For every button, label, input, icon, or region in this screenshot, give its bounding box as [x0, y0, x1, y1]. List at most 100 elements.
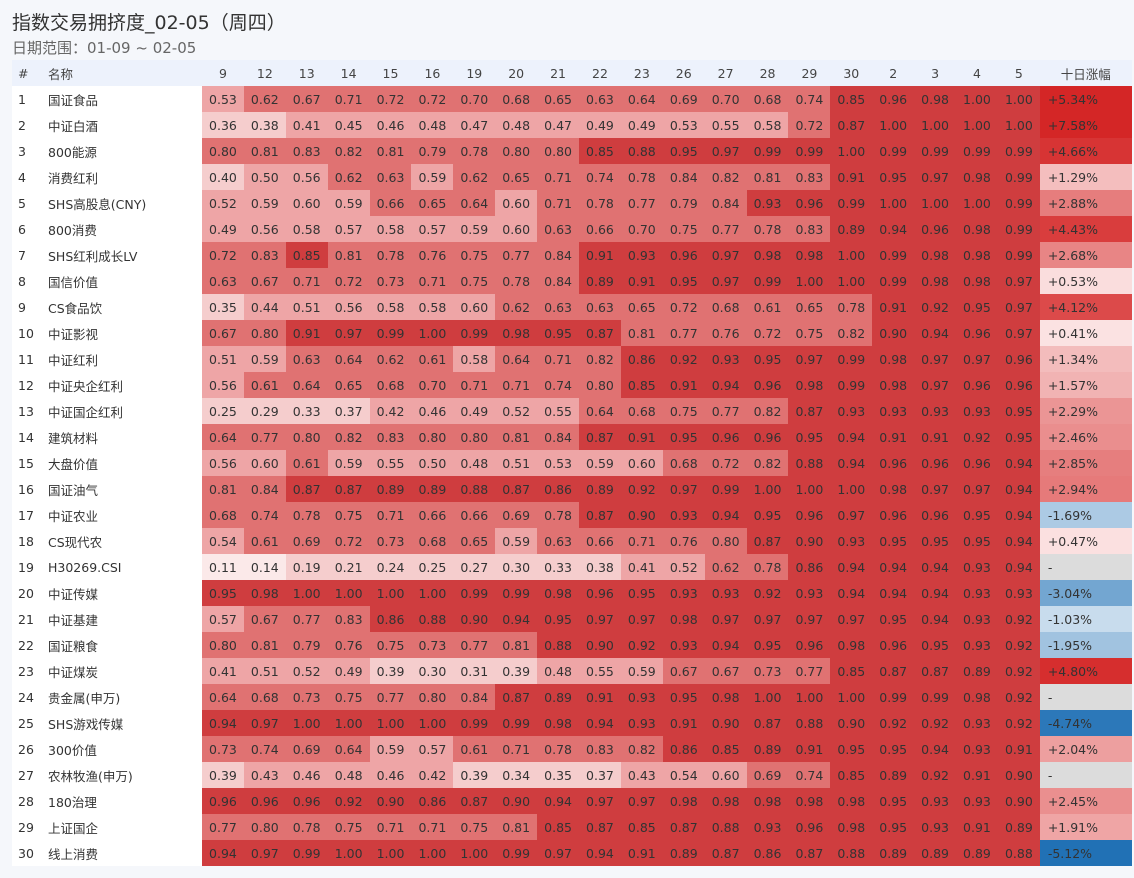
heatmap-cell: 0.48 — [537, 658, 580, 684]
heatmap-cell: 0.44 — [243, 294, 286, 320]
heatmap-cell: 0.57 — [411, 736, 454, 762]
heatmap-cell: 0.97 — [579, 788, 621, 814]
heatmap-cell: 1.00 — [369, 840, 412, 866]
heatmap-cell: 0.84 — [662, 164, 705, 190]
heatmap-cell: 0.97 — [243, 840, 286, 866]
heatmap-cell: 0.62 — [243, 86, 286, 112]
heatmap-cell: 0.95 — [662, 268, 705, 294]
heatmap-cell: 0.96 — [662, 242, 705, 268]
heatmap-cell: 0.99 — [914, 684, 957, 710]
heatmap-cell: 0.94 — [704, 372, 747, 398]
heatmap-cell: 0.75 — [327, 814, 370, 840]
row-index: 20 — [12, 580, 44, 606]
heatmap-cell: 0.80 — [285, 424, 328, 450]
header-date: 5 — [997, 60, 1040, 86]
heatmap-cell: 0.95 — [872, 814, 915, 840]
ten-day-change: +4.43% — [1039, 216, 1132, 242]
header-date: 27 — [704, 60, 747, 86]
heatmap-cell: 0.88 — [788, 710, 831, 736]
ten-day-change: +1.91% — [1039, 814, 1132, 840]
heatmap-cell: 0.83 — [285, 138, 328, 164]
heatmap-cell: 0.71 — [495, 736, 538, 762]
heatmap-cell: 0.78 — [746, 554, 789, 580]
heatmap-cell: 0.41 — [620, 554, 663, 580]
heatmap-cell: 0.91 — [956, 762, 998, 788]
heatmap-cell: 0.68 — [369, 372, 412, 398]
heatmap-cell: 0.96 — [788, 190, 831, 216]
heatmap-cell: 0.92 — [746, 580, 789, 606]
heatmap-cell: 0.98 — [956, 216, 998, 242]
heatmap-cell: 0.80 — [579, 372, 621, 398]
ten-day-change: -4.74% — [1039, 710, 1132, 736]
heatmap-cell: 0.93 — [704, 346, 747, 372]
heatmap-cell: 0.96 — [997, 372, 1040, 398]
heatmap-cell: 0.92 — [620, 632, 663, 658]
heatmap-cell: 0.91 — [788, 736, 831, 762]
heatmap-cell: 0.86 — [369, 606, 412, 632]
heatmap-cell: 0.90 — [620, 502, 663, 528]
heatmap-cell: 0.93 — [914, 788, 957, 814]
heatmap-cell: 0.68 — [243, 684, 286, 710]
row-index: 25 — [12, 710, 44, 736]
heatmap-cell: 0.66 — [369, 190, 412, 216]
heatmap-cell: 0.97 — [914, 346, 957, 372]
index-name: 800能源 — [44, 138, 202, 164]
heatmap-cell: 0.91 — [579, 242, 621, 268]
heatmap-cell: 0.31 — [453, 658, 496, 684]
heatmap-cell: 0.99 — [830, 190, 873, 216]
heatmap-cell: 0.25 — [411, 554, 454, 580]
heatmap-cell: 0.43 — [243, 762, 286, 788]
heatmap-cell: 0.94 — [830, 424, 873, 450]
heatmap-cell: 0.99 — [453, 710, 496, 736]
heatmap-cell: 0.89 — [914, 840, 957, 866]
heatmap-cell: 0.95 — [537, 320, 580, 346]
heatmap-cell: 0.98 — [537, 710, 580, 736]
heatmap-cell: 0.82 — [620, 736, 663, 762]
table-row: 20 中证传媒 0.95 0.98 1.00 1.00 1.00 1.00 0.99 0.99 0.… — [12, 580, 1132, 606]
heatmap-cell: 0.85 — [620, 814, 663, 840]
heatmap-cell: 0.87 — [830, 112, 873, 138]
heatmap-cell: 0.98 — [956, 164, 998, 190]
heatmap-cell: 0.93 — [956, 580, 998, 606]
heatmap-cell: 0.97 — [997, 294, 1040, 320]
heatmap-cell: 0.80 — [411, 424, 454, 450]
index-name: 300价值 — [44, 736, 202, 762]
row-index: 6 — [12, 216, 44, 242]
heatmap-cell: 0.72 — [704, 450, 747, 476]
heatmap-cell: 0.46 — [369, 112, 412, 138]
table-row: 4 消费红利 0.40 0.50 0.56 0.62 0.63 0.59 0.62 0.65 0.7… — [12, 164, 1132, 190]
heatmap-cell: 0.95 — [662, 684, 705, 710]
heatmap-cell: 0.90 — [830, 710, 873, 736]
heatmap-cell: 0.60 — [704, 762, 747, 788]
row-index: 17 — [12, 502, 44, 528]
heatmap-cell: 0.39 — [453, 762, 496, 788]
heatmap-cell: 0.62 — [369, 346, 412, 372]
heatmap-cell: 0.96 — [872, 632, 915, 658]
heatmap-cell: 0.74 — [243, 736, 286, 762]
index-name: 中证国企红利 — [44, 398, 202, 424]
heatmap-cell: 0.63 — [579, 294, 621, 320]
heatmap-cell: 0.92 — [327, 788, 370, 814]
heatmap-cell: 0.98 — [788, 242, 831, 268]
heatmap-cell: 0.75 — [453, 268, 496, 294]
heatmap-cell: 1.00 — [872, 190, 915, 216]
heatmap-cell: 0.87 — [495, 476, 538, 502]
heatmap-cell: 0.74 — [579, 164, 621, 190]
index-name: 中证白酒 — [44, 112, 202, 138]
heatmap-cell: 0.77 — [202, 814, 244, 840]
heatmap-cell: 0.67 — [662, 658, 705, 684]
heatmap-cell: 0.97 — [704, 242, 747, 268]
heatmap-cell: 0.59 — [243, 346, 286, 372]
heatmap-cell: 0.59 — [369, 736, 412, 762]
heatmap-cell: 1.00 — [327, 840, 370, 866]
heatmap-cell: 0.93 — [746, 190, 789, 216]
heatmap-cell: 0.97 — [914, 372, 957, 398]
heatmap-cell: 0.94 — [997, 528, 1040, 554]
heatmap-cell: 0.97 — [997, 268, 1040, 294]
heatmap-cell: 0.92 — [914, 762, 957, 788]
heatmap-cell: 0.86 — [662, 736, 705, 762]
heatmap-cell: 0.99 — [997, 216, 1040, 242]
heatmap-cell: 0.89 — [830, 216, 873, 242]
table-row: 24 贵金属(申万) 0.64 0.68 0.73 0.75 0.77 0.80 0.84 0.8… — [12, 684, 1132, 710]
heatmap-cell: 0.91 — [830, 164, 873, 190]
